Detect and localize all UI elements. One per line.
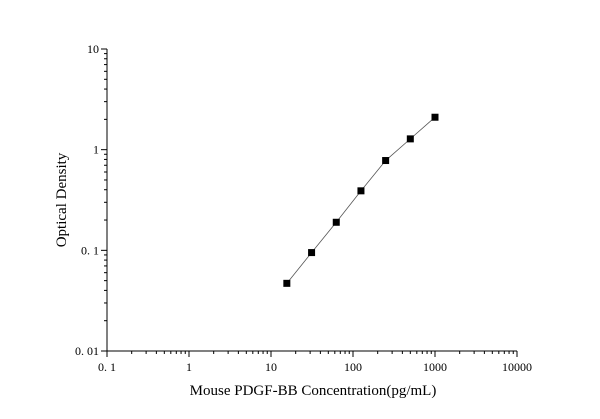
y-tick-label: 1 <box>93 143 99 157</box>
axes: 0. 1 1 10 100 1000 10000 0. 01 0. 1 1 10 <box>75 42 532 374</box>
data-point <box>382 157 390 165</box>
y-tick-label: 0. 01 <box>75 344 99 358</box>
x-tick-label: 10000 <box>502 360 532 374</box>
y-tick-label: 0. 1 <box>81 243 99 257</box>
y-tick-label: 10 <box>87 42 99 56</box>
data-point <box>332 218 340 226</box>
data-point <box>357 187 365 195</box>
x-tick-label: 1000 <box>423 360 447 374</box>
data-point <box>406 135 414 143</box>
y-axis-label: Optical Density <box>54 152 70 247</box>
x-tick-label: 0. 1 <box>98 360 116 374</box>
data-point <box>283 279 291 287</box>
x-tick-label: 10 <box>265 360 277 374</box>
data-marks <box>283 113 439 287</box>
data-point <box>431 113 439 121</box>
x-tick-label: 100 <box>344 360 362 374</box>
data-point <box>308 249 316 257</box>
x-tick-label: 1 <box>186 360 192 374</box>
x-axis-label: Mouse PDGF-BB Concentration(pg/mL) <box>190 383 437 399</box>
